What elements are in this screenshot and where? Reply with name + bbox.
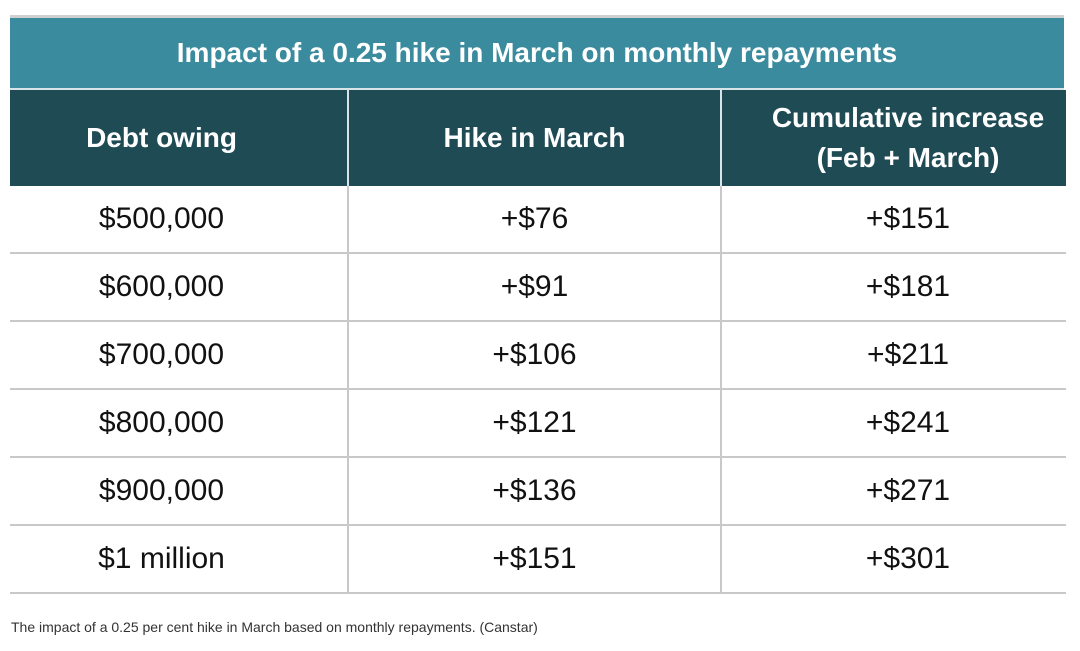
table-row: $500,000 +$76 +$151 [10, 186, 1066, 254]
table-cell: +$151 [720, 186, 1066, 254]
table-cell: +$211 [720, 322, 1066, 390]
header-cell: Cumulative increase (Feb + March) [720, 90, 1066, 186]
table-cell: +$106 [347, 322, 720, 390]
caption: The impact of a 0.25 per cent hike in Ma… [11, 619, 538, 635]
table-cell: +$151 [347, 526, 720, 594]
table-cell: $900,000 [10, 458, 347, 526]
table-cell: +$136 [347, 458, 720, 526]
header-text: Cumulative increase (Feb + March) [771, 102, 1045, 173]
table-row: $1 million +$151 +$301 [10, 526, 1066, 594]
table-cell: +$121 [347, 390, 720, 458]
table-cell: +$91 [347, 254, 720, 322]
table-cell: $500,000 [10, 186, 347, 254]
table-cell: +$181 [720, 254, 1066, 322]
header-row: Debt owing Hike in March Cumulative incr… [10, 90, 1066, 186]
header-text: Hike in March [443, 122, 626, 153]
table-cell: +$301 [720, 526, 1066, 594]
table-cell: +$76 [347, 186, 720, 254]
header-cell: Debt owing [10, 90, 347, 186]
table-row: $800,000 +$121 +$241 [10, 390, 1066, 458]
header-text: Debt owing [86, 122, 237, 153]
table: Impact of a 0.25 hike in March on monthl… [10, 15, 1066, 594]
table-body: $500,000 +$76 +$151 $600,000 +$91 +$181 $700,0… [10, 186, 1066, 594]
table-row: $900,000 +$136 +$271 [10, 458, 1066, 526]
table-row: $700,000 +$106 +$211 [10, 322, 1066, 390]
table-cell: $700,000 [10, 322, 347, 390]
table-cell: $1 million [10, 526, 347, 594]
table-row: $600,000 +$91 +$181 [10, 254, 1066, 322]
table-cell: $600,000 [10, 254, 347, 322]
table-cell: $800,000 [10, 390, 347, 458]
table-cell: +$241 [720, 390, 1066, 458]
header-cell: Hike in March [347, 90, 720, 186]
table-cell: +$271 [720, 458, 1066, 526]
table-title: Impact of a 0.25 hike in March on monthl… [10, 18, 1064, 90]
